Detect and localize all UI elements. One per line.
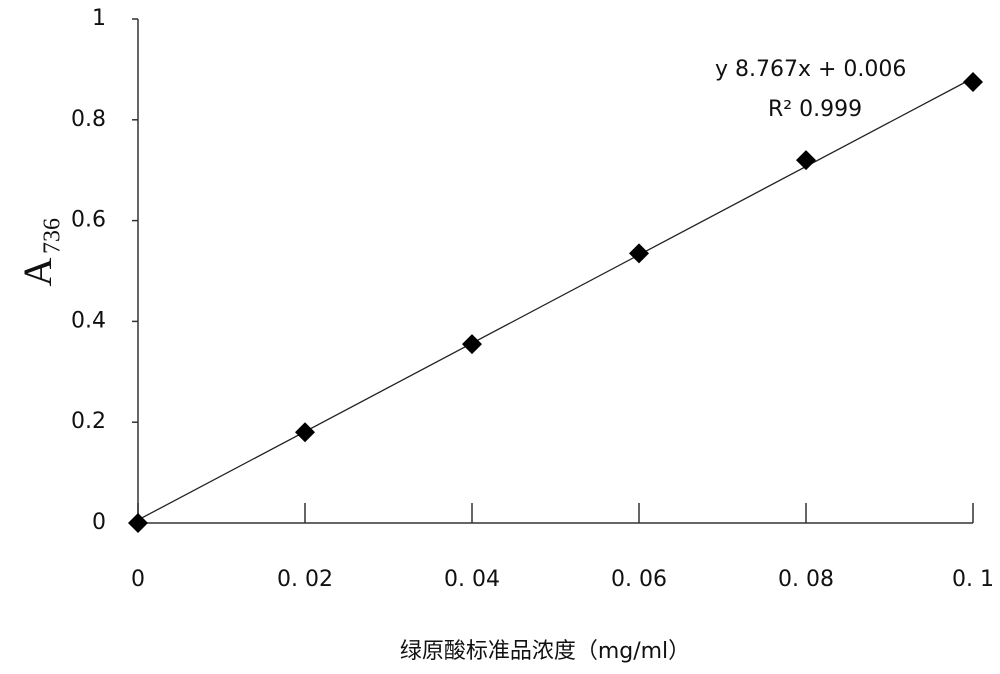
data-point <box>796 150 816 171</box>
x-tick-label: 0. 04 <box>444 567 500 592</box>
x-tick-label: 0 <box>131 567 145 592</box>
data-point <box>295 422 315 443</box>
data-point <box>629 243 649 264</box>
x-tick-label: 0. 06 <box>611 567 667 592</box>
y-tick-label: 0.4 <box>71 308 106 333</box>
x-tick-label: 0. 1 <box>952 567 994 592</box>
y-axis-label-sub: 736 <box>40 218 66 254</box>
data-point <box>963 72 983 92</box>
y-tick-label: 1 <box>92 6 106 31</box>
x-tick-label: 0. 02 <box>277 567 333 592</box>
annotation: y 8.767x + 0.006 <box>715 57 906 82</box>
trendline <box>137 77 974 521</box>
data-point <box>128 513 148 533</box>
annotation: R² 0.999 <box>768 97 862 122</box>
y-tick-label: 0.6 <box>71 208 106 233</box>
y-axis-label: A 736 <box>15 218 65 286</box>
x-tick-label: 0. 08 <box>778 567 834 592</box>
y-axis-label-main: A <box>15 257 60 286</box>
y-tick-label: 0.8 <box>71 107 106 132</box>
y-tick-label: 0 <box>92 510 106 535</box>
y-tick-label: 0.2 <box>71 409 106 434</box>
data-point <box>462 334 482 355</box>
x-axis-label: 绿原酸标准品浓度（mg/ml） <box>400 639 690 664</box>
